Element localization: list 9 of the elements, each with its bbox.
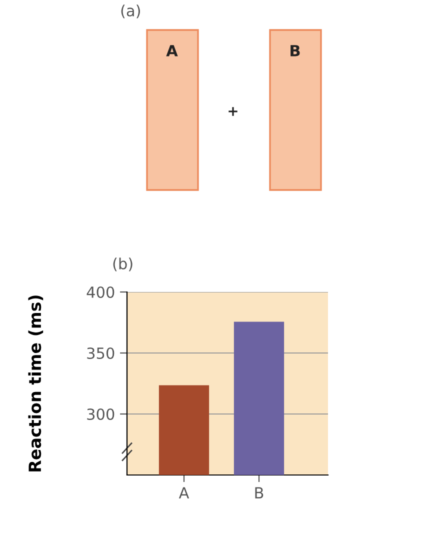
text: (a) <box>121 4 140 18</box>
text: A <box>166 45 178 56</box>
text: + <box>228 107 238 116</box>
y-axis-title: Reaction time (ms) <box>28 296 44 472</box>
chart-title: (b) <box>113 258 132 272</box>
y-tick-label: 400 <box>86 286 114 298</box>
text: B <box>290 45 300 56</box>
y-tick-label: 300 <box>87 408 114 420</box>
y-tick-label: 350 <box>87 347 114 360</box>
